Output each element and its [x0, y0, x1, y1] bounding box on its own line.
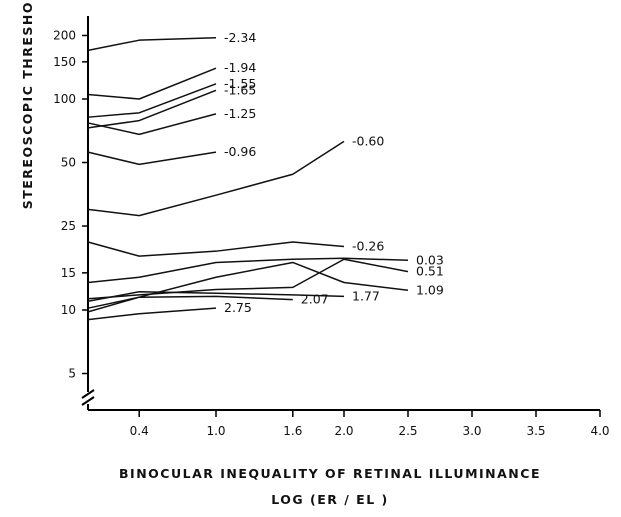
- series-label: -0.26: [352, 238, 384, 253]
- series-line: [87, 83, 217, 118]
- x-tick-label: 3.5: [526, 424, 545, 438]
- x-tick-label: 2.5: [398, 424, 417, 438]
- x-tick-label: 1.6: [283, 424, 302, 438]
- series-label: -1.94: [224, 60, 256, 75]
- series-line: [87, 295, 293, 313]
- series-label: 0.03: [416, 252, 444, 267]
- y-tick-label: 50: [61, 156, 76, 170]
- series-label: -1.55: [224, 76, 256, 91]
- series-label: 2.75: [224, 300, 252, 315]
- series-label: -0.96: [224, 144, 256, 159]
- y-tick-label: 5: [68, 367, 76, 381]
- x-tick-label: 2.0: [334, 424, 353, 438]
- series-line: [87, 307, 217, 321]
- y-tick-label: 25: [61, 219, 76, 233]
- axis-break-mark: [81, 389, 95, 399]
- series-label: 1.77: [352, 288, 380, 303]
- axes: 0.4 1.0 1.6 2.0 2.5 3.0 3.5 4.0 200 150 100 50 25 15 1…: [53, 16, 610, 438]
- series-line: [87, 241, 345, 257]
- series-line: [87, 257, 409, 284]
- x-tick-label: 3.0: [462, 424, 481, 438]
- y-tick-label: 10: [61, 303, 76, 317]
- axis-break-mark: [81, 396, 95, 406]
- series-group: [87, 37, 409, 321]
- series-label: 1.09: [416, 282, 444, 297]
- series-line: [87, 291, 345, 303]
- x-axis-label-line-1: BINOCULAR INEQUALITY OF RETINAL ILLUMINA…: [119, 466, 541, 481]
- series-line: [87, 37, 217, 52]
- series-line: [87, 67, 217, 100]
- series-labels: -2.34 -1.94-1.55-1.65 -1.25 -0.96 -0.60 -0.26…: [224, 30, 444, 315]
- series-label: -1.65: [224, 82, 256, 97]
- x-tick-label: 1.0: [206, 424, 225, 438]
- y-tick-label: 15: [61, 266, 76, 280]
- y-tick-label: 150: [53, 55, 76, 69]
- series-line: [87, 258, 409, 300]
- y-tick-label: 200: [53, 28, 76, 42]
- series-line: [87, 89, 217, 129]
- series-label: -1.25: [224, 106, 256, 121]
- series-line: [87, 151, 217, 166]
- series-label: 0.51: [416, 264, 444, 279]
- series-label: -0.60: [352, 133, 384, 148]
- x-axis-label-line-2: LOG (ER / EL ): [271, 492, 389, 507]
- x-tick-label: 4.0: [590, 424, 609, 438]
- x-tick-label: 0.4: [130, 424, 149, 438]
- series-label: 2.07: [301, 292, 329, 307]
- series-label: -2.34: [224, 30, 256, 45]
- series-line: [87, 140, 345, 217]
- series-line: [87, 113, 217, 136]
- y-tick-label: 100: [53, 92, 76, 106]
- y-axis-label: STEREOSCOPIC THRESHOLD - LOG ηAD (SEC OF…: [20, 0, 40, 230]
